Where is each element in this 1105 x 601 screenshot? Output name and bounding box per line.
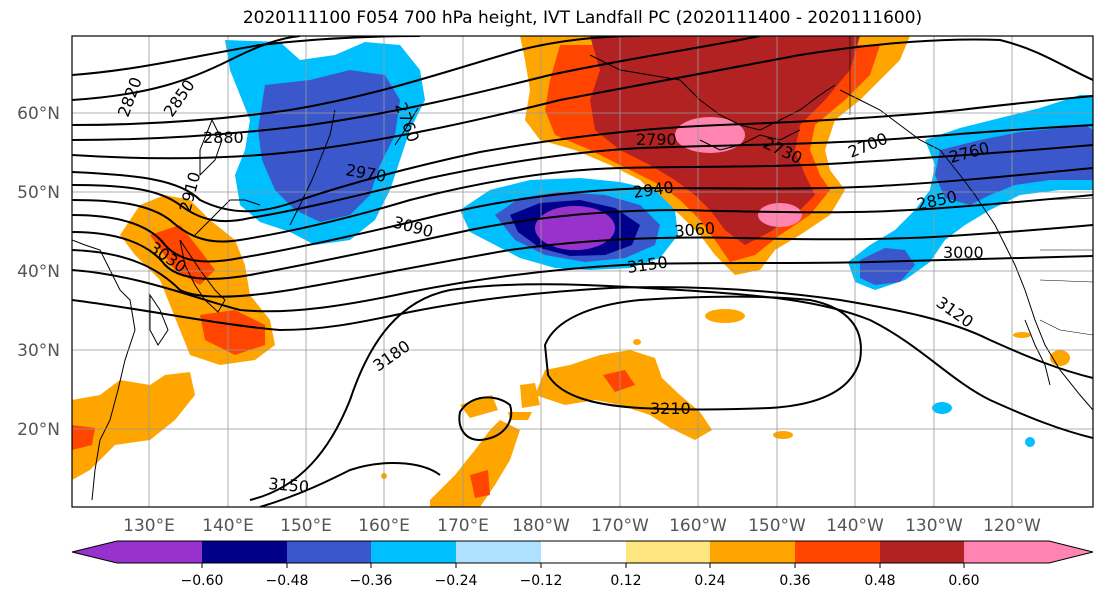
colorbar-swatch — [795, 541, 880, 563]
colorbar-swatch — [880, 541, 964, 563]
map-frame — [71, 35, 1094, 508]
lon-label: 140°W — [826, 516, 884, 536]
lon-label: 130°W — [905, 516, 963, 536]
contour-label: 3210 — [650, 399, 691, 418]
colorbar-tick-label: 0.36 — [779, 573, 810, 589]
colorbar-swatch — [456, 541, 541, 563]
latitude-labels: 60°N 50°N 40°N 30°N 20°N — [17, 104, 60, 440]
lon-label: 150°E — [280, 516, 332, 536]
lon-label: 170°E — [437, 516, 489, 536]
colorbar-swatch — [964, 541, 1049, 563]
lat-label: 60°N — [17, 104, 60, 124]
colorbar-swatch — [710, 541, 795, 563]
map-panel: 2820 2850 2880 2910 3030 2970 3090 2940 … — [72, 36, 1093, 507]
lon-label: 140°E — [202, 516, 254, 536]
colorbar: −0.60 −0.48 −0.36 −0.24 −0.12 0.12 0.24 … — [71, 540, 1094, 589]
lat-label: 20°N — [17, 420, 60, 440]
colorbar-swatch — [287, 541, 371, 563]
lon-label: 180°W — [512, 516, 570, 536]
colorbar-tick-label: −0.60 — [181, 573, 224, 589]
contour-label: 3000 — [943, 243, 984, 262]
contour-label: 3060 — [674, 219, 716, 241]
colorbar-swatch — [117, 541, 202, 563]
lon-label: 120°W — [983, 516, 1041, 536]
colorbar-swatch — [202, 541, 287, 563]
lon-label: 160°W — [669, 516, 727, 536]
lat-label: 40°N — [17, 262, 60, 282]
colorbar-tick-label: −0.12 — [520, 573, 563, 589]
lat-label: 50°N — [17, 183, 60, 203]
map-title: 2020111100 F054 700 hPa height, IVT Land… — [242, 8, 923, 28]
contour-label: 2880 — [203, 128, 244, 147]
lon-label: 130°E — [123, 516, 175, 536]
lon-label: 170°W — [591, 516, 649, 536]
colorbar-swatch — [371, 541, 456, 563]
lon-label: 160°E — [358, 516, 410, 536]
colorbar-tick-label: −0.24 — [435, 573, 478, 589]
lat-label: 30°N — [17, 341, 60, 361]
height-contours — [72, 36, 1093, 507]
contour-label: 3150 — [268, 474, 310, 496]
colorbar-swatch — [626, 541, 710, 563]
longitude-labels: 130°E 140°E 150°E 160°E 170°E 180°W 170°… — [123, 516, 1041, 536]
colorbar-tick-label: −0.36 — [350, 573, 393, 589]
contour-label: 2790 — [636, 130, 677, 149]
colorbar-tick-label: 0.60 — [948, 573, 979, 589]
colorbar-tick-label: 0.48 — [864, 573, 895, 589]
colorbar-swatch — [541, 541, 626, 563]
lon-label: 150°W — [748, 516, 806, 536]
colorbar-swatch — [72, 541, 117, 563]
colorbar-swatch — [1049, 541, 1093, 563]
colorbar-tick-label: −0.48 — [266, 573, 309, 589]
colorbar-tick-label: 0.24 — [694, 573, 725, 589]
colorbar-tick-label: 0.12 — [610, 573, 641, 589]
